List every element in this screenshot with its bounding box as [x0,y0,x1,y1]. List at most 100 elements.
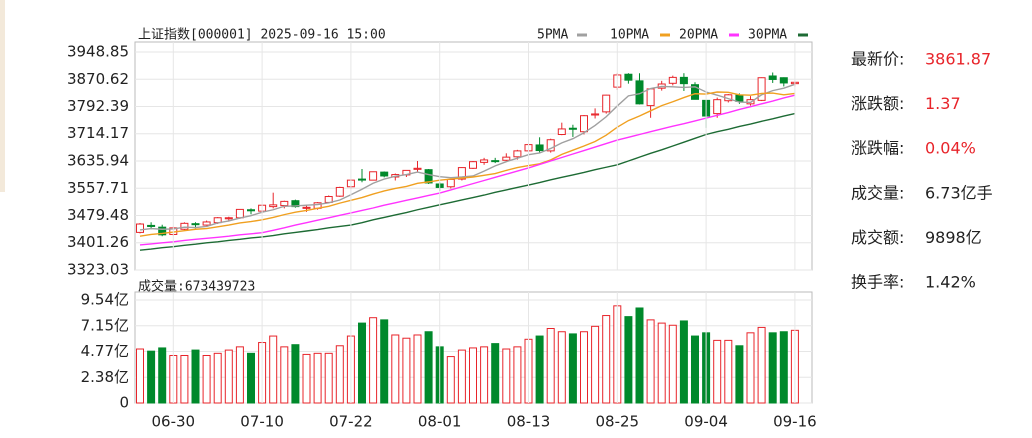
volume-bar [768,332,777,404]
candle-body [446,178,455,188]
y-tick-label: 2.38亿 [81,368,129,386]
ma-line [139,91,795,237]
y-tick-label: 3557.71 [67,179,129,197]
volume-bar [624,316,633,404]
y-tick-label: 4.77亿 [81,342,129,360]
volume-bar [568,333,577,404]
legend-label: 20PMA [679,28,718,43]
x-tick-label: 07-10 [240,413,284,431]
volume-bar [457,349,466,404]
info-value: 1.37 [925,94,961,113]
candle-body [235,208,244,219]
volume-bar [158,347,167,404]
volume-bar [413,334,422,404]
legend-label: 10PMA [610,28,649,43]
candle-body [691,84,699,100]
candle-body [280,200,289,207]
info-label: 成交额: [851,228,904,247]
y-tick-label: 0 [119,394,129,412]
volume-bar [191,349,200,404]
candle-body [735,94,744,102]
candle-body [491,160,500,163]
candle-body [469,161,477,169]
candle-body [180,222,189,230]
legend-label: 30PMA [748,28,787,43]
y-tick-label: 3948.85 [67,43,129,61]
info-label: 成交量: [851,183,904,202]
y-tick-label: 3401.26 [67,233,129,251]
candle-body [269,204,278,208]
volume-bar [424,331,433,404]
volume-bar [235,346,244,404]
ma-line [139,83,796,231]
volume-bar [136,348,144,404]
volume-bar [313,352,322,404]
volume-bar [402,337,411,404]
candle-body [358,178,366,181]
candle-body [568,127,577,130]
volume-bar [546,328,555,404]
x-tick-label: 08-25 [596,413,640,431]
candle-body [380,171,389,177]
volume-bar [513,346,522,404]
volume-bar [646,319,655,404]
candle-body [646,88,655,107]
x-tick-label: 06-30 [152,413,196,431]
volume-bar [668,324,677,404]
candle-body [768,75,777,80]
volume-bar [746,332,755,404]
info-label: 涨跌幅: [851,139,904,158]
volume-bar [713,339,722,404]
info-label: 最新价: [851,50,904,69]
volume-bar [679,320,688,404]
info-value: 9898亿 [925,228,982,247]
volume-bar [724,339,733,404]
volume-bar [324,352,333,404]
y-tick-label: 7.15亿 [81,316,129,334]
candle-body [557,128,566,136]
candle-body [302,206,311,209]
volume-bar [280,346,289,404]
info-label: 换手率: [851,273,904,292]
volume-bar [602,315,611,404]
volume-bar [202,354,211,404]
candle-body [457,167,466,180]
candle-body [779,77,788,84]
volume-bar [735,345,744,404]
candle-body [624,73,633,81]
y-tick-label: 3323.03 [67,261,129,279]
chart-title: 上证指数[000001] 2025-09-16 15:00 [138,28,386,43]
volume-bar [213,352,222,404]
candle-body [713,99,722,115]
y-tick-label: 3635.94 [67,152,129,170]
volume-bar [757,326,766,404]
candle-body [535,144,544,152]
candle-body [369,171,378,181]
y-tick-label: 9.54亿 [81,291,129,309]
info-value: 0.04% [925,139,976,158]
candle-body [424,169,433,184]
volume-bar [580,331,588,404]
info-value: 1.42% [925,273,976,292]
volume-bar [691,335,699,404]
volume-bar [291,344,300,404]
volume-bar [480,346,489,404]
volume-bar [491,343,500,404]
volume-bar [591,325,600,404]
volume-bar [358,322,366,404]
y-tick-label: 3714.17 [67,124,129,142]
candle-body [502,156,511,161]
volume-bar [147,350,156,404]
candle-body [202,221,211,226]
candle-body [513,150,522,158]
candle-body [136,223,144,233]
volume-bar [779,331,788,404]
ma-line [139,94,796,246]
info-value: 6.73亿手 [925,183,993,202]
candle-body [546,139,555,152]
volume-bar [247,352,255,404]
volume-bar [302,353,311,404]
x-tick-label: 08-01 [418,413,462,431]
x-tick-label: 07-22 [329,413,373,431]
